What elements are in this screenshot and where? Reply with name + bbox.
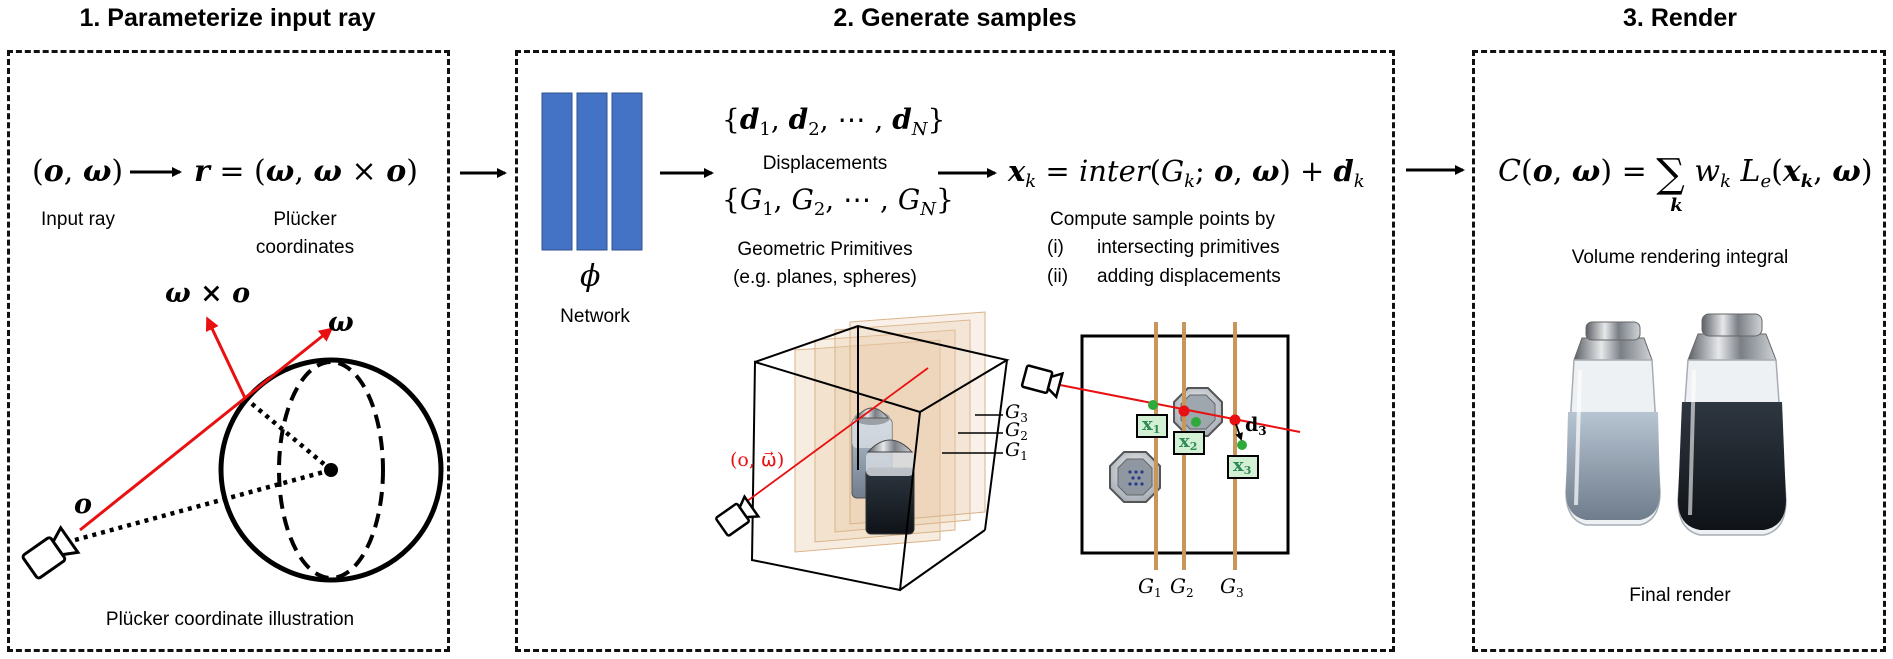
sphere-center — [324, 463, 338, 477]
x3-label: x3 — [1233, 455, 1252, 477]
sample-point-3 — [1237, 440, 1247, 450]
bottom-g2-label: G2 — [1170, 574, 1194, 600]
intersection-point-2 — [1178, 405, 1190, 417]
panel-2-box — [515, 50, 1395, 652]
bottom-g1-label: G1 — [1138, 574, 1162, 600]
network-layer-1 — [541, 92, 573, 251]
input-ray-formula: (o, ω) — [32, 154, 124, 189]
network-label: Network — [560, 306, 630, 327]
plucker-formula: r = (ω, ω × o) — [194, 154, 418, 189]
x2-box — [1173, 431, 1205, 455]
displacements-set: {d1, d2, ⋯ , dN} — [722, 103, 946, 140]
origin-symbol: o — [74, 489, 93, 520]
compute-line: Compute sample points by — [1050, 209, 1275, 230]
cube-ray — [734, 367, 929, 511]
panel-1-box — [7, 50, 450, 652]
plucker-label-line1: Plücker — [273, 209, 337, 230]
network-layer-3 — [611, 92, 643, 251]
panel-3-box — [1472, 50, 1886, 652]
d3-label: d3 — [1245, 414, 1267, 438]
g3-label: G3 — [1005, 401, 1028, 425]
cross-product-symbol: ω × o — [165, 278, 251, 309]
intersection-point-3 — [1229, 414, 1241, 426]
displacements-label: Displacements — [762, 153, 888, 174]
dotted-moment-line — [243, 396, 333, 472]
x1-label: x1 — [1142, 414, 1161, 436]
step-ii-text: adding displacements — [1097, 266, 1281, 287]
step-i-text: intersecting primitives — [1097, 237, 1280, 258]
primitives-label-line1: Geometric Primitives — [737, 239, 913, 260]
sphere-meridian — [277, 360, 385, 580]
sample-point-1 — [1148, 400, 1158, 410]
plucker-label-line2: coordinates — [255, 237, 355, 258]
network-layer-2 — [576, 92, 608, 251]
render-salt-shaker — [1565, 321, 1661, 526]
displacement-arrow-d3 — [1235, 423, 1243, 441]
illustration-caption: Plücker coordinate illustration — [105, 609, 355, 630]
final-render-caption: Final render — [1629, 585, 1731, 606]
render-formula: C(o, ω) = ∑ k wk Le(xk, ω) — [1498, 151, 1873, 216]
cube-pepper-shaker — [865, 439, 915, 535]
g1-label: G1 — [1005, 439, 1028, 463]
x1-box — [1136, 414, 1168, 438]
bottom-g3-label: G3 — [1220, 574, 1244, 600]
topdown-shaker-lower — [1109, 451, 1161, 503]
primitives-label-line2: (e.g. planes, spheres) — [733, 267, 917, 288]
ray-omega — [79, 327, 334, 532]
cube-camera-icon — [715, 494, 761, 537]
plucker-sphere — [218, 357, 444, 583]
panel-2-title: 2. Generate samples — [833, 4, 1077, 32]
step-i-number: (i) — [1047, 237, 1064, 258]
x3-box — [1227, 455, 1259, 479]
topdown-camera-icon — [1020, 364, 1065, 400]
camera-icon — [21, 524, 81, 580]
input-ray-label: Input ray — [41, 209, 115, 230]
network-symbol: ϕ — [580, 259, 601, 294]
sample-point-2 — [1191, 417, 1201, 427]
ray-cross-product — [205, 316, 247, 399]
sample-formula: xk = inter(Gk; o, ω) + dk — [1008, 154, 1365, 192]
cube-wireframe — [750, 324, 1010, 592]
omega-symbol: ω — [328, 307, 354, 338]
g2-label: G2 — [1005, 419, 1028, 443]
x2-label: x2 — [1179, 431, 1198, 453]
render-pepper-shaker — [1677, 313, 1787, 536]
cube-ray-label: (o, ω⃗) — [730, 449, 785, 471]
panel-3-title: 3. Render — [1623, 4, 1737, 32]
integral-caption: Volume rendering integral — [1571, 247, 1789, 268]
step-ii-number: (ii) — [1047, 266, 1069, 287]
panel-1-title: 1. Parameterize input ray — [79, 4, 376, 32]
primitives-set: {G1, G2, ⋯ , GN} — [722, 183, 954, 220]
